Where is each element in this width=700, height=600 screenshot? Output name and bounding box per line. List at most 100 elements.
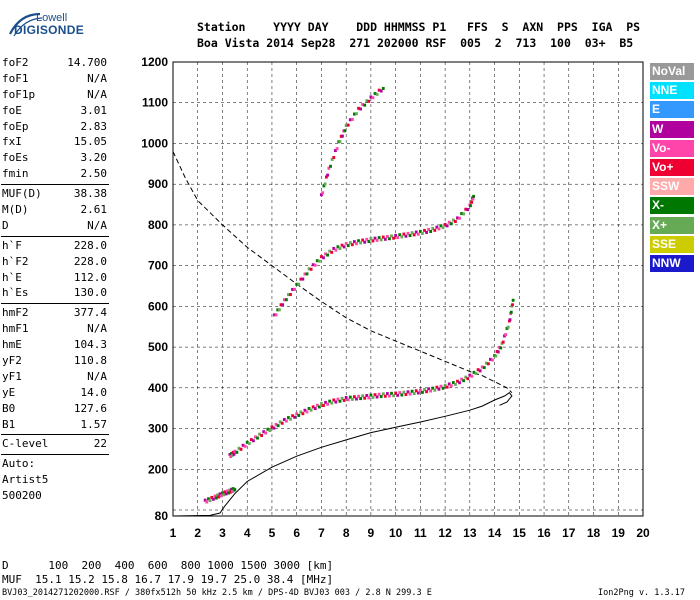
x-tick-label: 15: [513, 526, 527, 540]
echo-trace-point: [439, 224, 443, 228]
echo-trace-point: [375, 92, 379, 96]
echo-trace-point: [230, 489, 234, 493]
echo-trace-point: [299, 410, 303, 414]
parameter-name: D: [2, 218, 9, 232]
echo-trace-point: [299, 277, 303, 281]
echo-trace-point: [241, 443, 245, 447]
echo-trace-point: [249, 438, 253, 442]
parameter-name: hmE: [2, 338, 22, 352]
echo-trace-point: [385, 235, 389, 239]
echo-trace-point: [369, 237, 373, 241]
footer-distance-line: D 100 200 400 600 800 1000 1500 3000 [km…: [2, 559, 334, 572]
parameter-value: 228.0: [73, 254, 107, 268]
echo-trace-point: [357, 239, 360, 243]
footer-file-info: BVJ03_2014271202000.RSF / 380fx512h 50 k…: [2, 588, 432, 598]
echo-trace-point: [412, 233, 416, 237]
echo-trace-point: [305, 410, 309, 414]
echo-trace-point: [449, 222, 453, 226]
legend-item-vo-: Vo-: [650, 139, 694, 157]
digisonde-logo: [6, 8, 66, 42]
logo-swoosh-icon: [9, 12, 43, 37]
echo-trace-point: [423, 388, 426, 392]
parameter-name: hmF1: [2, 322, 29, 336]
echo-trace-point: [402, 232, 406, 236]
echo-trace-point: [330, 157, 334, 161]
echo-trace-point: [499, 346, 503, 350]
logo-text-digisonde: DIGISONDE: [14, 23, 85, 37]
echo-trace-point: [322, 184, 326, 188]
parameter-row: yE 14.0: [1, 386, 109, 402]
x-tick-label: 19: [612, 526, 626, 540]
parameter-value: N/A: [87, 322, 107, 336]
echo-trace-point: [388, 394, 391, 398]
echo-trace-point: [484, 361, 488, 365]
echo-trace-point: [478, 369, 482, 373]
echo-trace-point: [357, 106, 360, 110]
echo-trace-point: [235, 450, 239, 454]
echo-trace-point: [342, 398, 346, 402]
echo-trace-point: [282, 418, 286, 422]
echo-trace-point: [367, 99, 371, 103]
echo-trace-point: [377, 236, 381, 240]
parameter-name: C-level: [2, 437, 49, 451]
echo-trace-point: [340, 396, 344, 400]
legend-item-nne: NNE: [650, 82, 694, 100]
echo-trace-point: [456, 379, 459, 383]
echo-trace-point: [508, 318, 512, 322]
echo-trace-point: [338, 140, 342, 144]
echo-trace-point: [282, 298, 286, 302]
echo-trace-point: [377, 392, 381, 396]
echo-trace-point: [441, 386, 445, 390]
echo-trace-point: [476, 368, 480, 372]
echo-trace-point: [273, 313, 276, 317]
parameter-value: 14.700: [67, 56, 107, 69]
echo-trace-point: [327, 166, 331, 170]
echo-trace-point: [336, 397, 340, 401]
parameter-value: 112.0: [73, 270, 107, 284]
parameter-name: h`F: [2, 238, 22, 252]
x-tick-label: 8: [343, 526, 350, 540]
echo-trace-point: [363, 103, 367, 107]
echo-trace-point: [256, 436, 259, 440]
legend-item-sse: SSE: [650, 235, 694, 253]
y-tick-label: 900: [148, 177, 168, 191]
echo-trace-point: [266, 427, 270, 431]
parameter-row: fxI 15.05: [1, 135, 109, 151]
echo-trace-point: [321, 191, 325, 195]
echo-trace-point: [322, 256, 325, 260]
echo-trace-point: [328, 399, 332, 403]
echo-trace-point: [326, 173, 330, 177]
echo-trace-point: [326, 253, 330, 257]
echo-trace-point: [460, 377, 463, 381]
echo-trace-point: [210, 495, 214, 499]
echo-trace-point: [205, 500, 209, 504]
echo-trace-point: [332, 155, 336, 159]
echo-trace-point: [322, 404, 325, 408]
echo-trace-point: [445, 385, 449, 389]
echo-trace-point: [353, 240, 356, 244]
legend-item-noval: NoVal: [650, 63, 694, 80]
echo-trace-point: [383, 394, 387, 398]
parameter-value: 377.4: [73, 306, 107, 320]
parameter-value: N/A: [87, 218, 107, 232]
echo-trace-point: [509, 310, 513, 314]
electron-density-profile: [172, 392, 513, 517]
y-tick-label: 80: [155, 509, 169, 523]
echo-trace-point: [222, 493, 226, 497]
echo-trace-point: [301, 277, 305, 281]
echo-trace-point: [414, 389, 418, 393]
echo-trace-point: [208, 499, 212, 503]
parameter-value: 3.01: [80, 103, 108, 117]
echo-trace-point: [433, 228, 437, 232]
x-tick-label: 14: [488, 526, 502, 540]
parameter-separator: [1, 235, 109, 237]
x-tick-label: 6: [293, 526, 300, 540]
echo-trace-point: [324, 252, 327, 256]
echo-trace-point: [466, 208, 470, 212]
echo-trace-point: [410, 231, 414, 235]
echo-trace-point: [371, 395, 375, 399]
echo-trace-point: [427, 387, 431, 391]
echo-trace-point: [404, 393, 408, 397]
echo-trace-point: [279, 303, 283, 307]
echo-trace-point: [343, 129, 347, 133]
